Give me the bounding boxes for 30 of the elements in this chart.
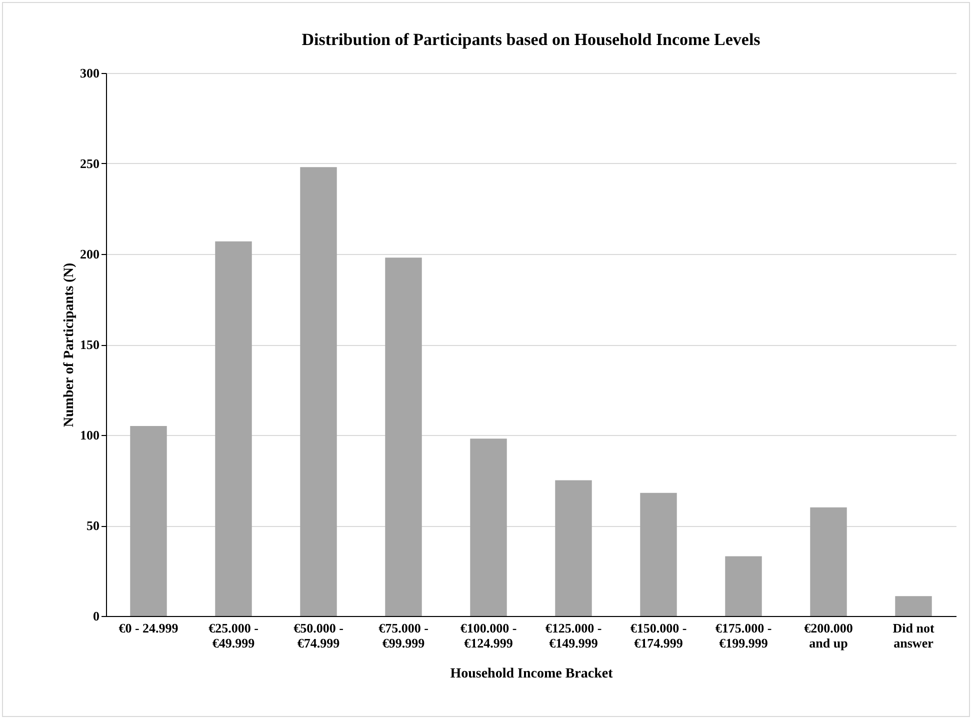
x-tick-label: €150.000 - €174.999	[630, 620, 687, 650]
y-tick-label: 50	[86, 518, 100, 533]
y-tick-label: 0	[93, 608, 100, 624]
y-tick-label: 300	[80, 66, 100, 80]
bar	[725, 556, 762, 616]
bar	[130, 426, 167, 616]
y-tick-label: 250	[80, 156, 100, 171]
bar	[895, 596, 932, 616]
x-tick-label: €175.000 - €199.999	[715, 620, 772, 650]
bar	[810, 507, 847, 616]
y-tick-label: 200	[80, 246, 100, 262]
x-axis-title: Household Income Bracket	[450, 666, 614, 682]
y-tick-label: 100	[80, 428, 100, 442]
chart-title: Distribution of Participants based on Household Income Levels	[302, 30, 761, 49]
bar	[385, 258, 422, 616]
y-tick-label: 150	[80, 337, 100, 352]
x-tick-label: €125.000 - €149.999	[545, 620, 602, 650]
x-tick-label: €75.000 - €99.999	[378, 620, 428, 650]
x-tick-label: €25.000 - €49.999	[208, 620, 258, 650]
x-tick-label: €200.000 and up	[804, 620, 853, 650]
bar	[555, 480, 592, 616]
bar	[470, 438, 507, 616]
x-tick-label: €0 - 24.999	[118, 620, 179, 636]
x-tick-label: Did not answer	[892, 620, 935, 650]
x-tick-label: €50.000 - €74.999	[294, 620, 344, 650]
bar	[300, 167, 337, 616]
bar	[215, 241, 252, 616]
y-axis-title: Number of Participants (N)	[62, 262, 77, 428]
x-tick-label: €100.000 - €124.999	[460, 620, 517, 650]
bar	[640, 492, 677, 616]
